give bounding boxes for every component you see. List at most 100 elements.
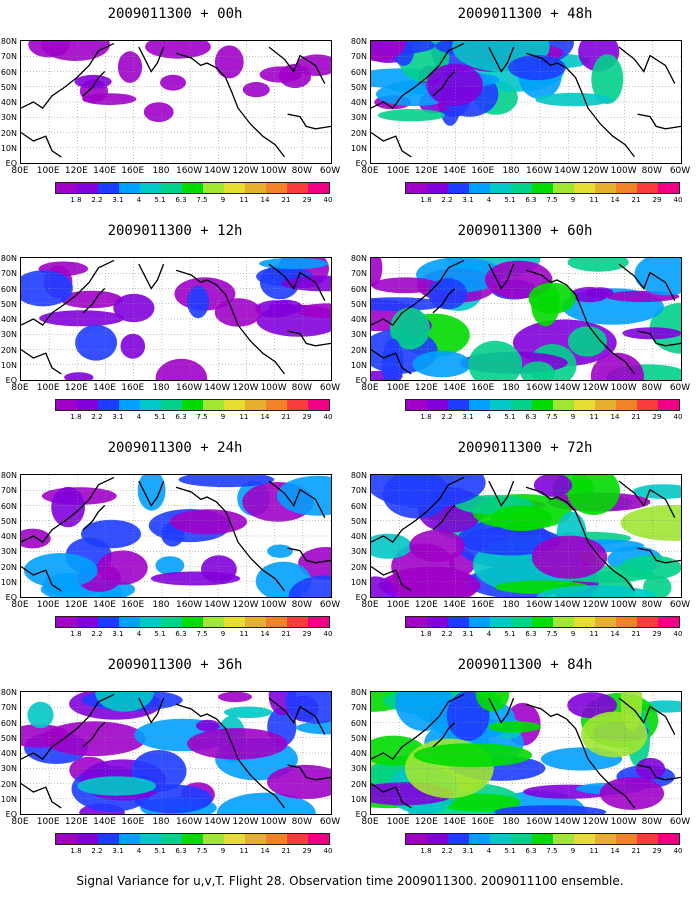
colorbar-label: 1.8 [420,196,432,204]
colorbar-swatch [119,617,140,627]
coastline [82,505,106,531]
colorbar-label: 11 [589,413,599,421]
variance-shading [97,550,148,585]
variance-shading [446,692,490,741]
latitude-label: EQ [5,593,17,602]
colorbar-labels: 1.8 2.2 3.1 4 5.1 6.3 7.5 9 11 14 21 29 40 [55,847,332,857]
colorbar-swatch [469,834,490,844]
coastline [371,782,412,809]
latitude-label: 70N [0,269,17,279]
variance-shading [567,692,617,719]
map-plot [20,691,332,815]
coastline [525,52,636,158]
longitude-label: 80E [11,383,29,393]
variance-shading [137,475,166,511]
longitude-label: 180 [152,817,170,827]
colorbar-label: 4 [486,196,492,204]
colorbar-swatch [427,400,448,410]
colorbar-swatch [553,834,574,844]
coastline [82,722,106,748]
longitude-label: 140W [554,383,581,393]
coastline [82,288,106,314]
coastline [488,46,515,73]
colorbar-swatch [266,834,287,844]
colorbar-label: 11 [239,847,249,855]
latitude-label: 60N [350,501,367,511]
variance-shading [371,277,440,294]
colorbar-swatch [56,400,77,410]
longitude-label: 100W [610,817,637,827]
longitude-label: 60W [319,166,341,176]
variance-shading [216,792,316,814]
colorbar-swatch [56,183,77,193]
latitude-label: 10N [350,360,367,370]
colorbar-label: 3.1 [462,413,474,421]
variance-shading [371,41,406,62]
coastline [618,263,676,301]
longitude-label: 80E [11,817,29,827]
latitude-label: 60N [0,718,17,728]
latitude-label: 60N [0,501,17,511]
colorbar-label: 6.3 [525,196,537,204]
longitude-label: 160W [176,383,203,393]
variance-shading [508,55,566,81]
coastline [138,46,165,73]
colorbar-label: 7.5 [196,847,208,855]
longitude-label: 100E [386,166,410,176]
colorbar-swatch [98,834,119,844]
latitude-label: 70N [0,486,17,496]
coastline [371,348,412,375]
coastline [21,131,62,158]
latitude-label: 10N [0,360,17,370]
variance-shading [533,475,573,497]
longitude-label: 140E [443,166,466,176]
colorbar-swatch [77,400,98,410]
colorbar-swatch [595,400,616,410]
longitude-label: 100E [386,817,410,827]
colorbar-label: 1.8 [420,413,432,421]
colorbar-swatch [182,834,203,844]
latitude-label: 80N [0,37,17,46]
colorbar-swatch [532,617,553,627]
coastline [371,476,465,543]
colorbar-label: 11 [239,413,249,421]
variance-shading [155,556,185,575]
colorbar-swatch [532,183,553,193]
latitude-label: 70N [350,52,367,62]
colorbar-label: 3.1 [112,847,124,855]
colorbar-swatch [98,400,119,410]
colorbar-swatch [658,400,679,410]
variance-shading [21,528,51,549]
variance-shading [218,692,252,703]
longitude-label: 80W [641,166,662,176]
latitude-label: 70N [0,703,17,713]
longitude-label: 100E [36,600,60,610]
colorbar [55,399,330,411]
longitude-label: 100E [36,383,60,393]
colorbar-label: 40 [323,630,333,638]
variance-shading [143,102,174,122]
variance-shading [494,805,607,814]
map-plot [20,40,332,164]
panel-title: 2009011300 + 00h [107,6,243,22]
longitude-label: 160E [121,383,145,393]
colorbar-label: 40 [673,847,683,855]
colorbar-swatch [224,400,245,410]
colorbar-label: 14 [260,847,270,855]
variance-shading [187,285,210,319]
colorbar-swatch [553,617,574,627]
colorbar-label: 2.2 [91,413,103,421]
longitude-label: 160W [526,166,553,176]
longitude-label: 140W [204,600,231,610]
latitude-label: 60N [350,67,367,77]
variance-shading [155,358,208,380]
colorbar-swatch [98,617,119,627]
colorbar-label: 14 [610,847,620,855]
variance-shading [296,303,331,318]
colorbar-label: 29 [652,630,662,638]
longitude-label: 140E [443,383,466,393]
colorbar-label: 5.1 [504,847,516,855]
colorbar-swatch [490,834,511,844]
variance-shading [520,361,555,380]
variance-shading [634,258,681,296]
